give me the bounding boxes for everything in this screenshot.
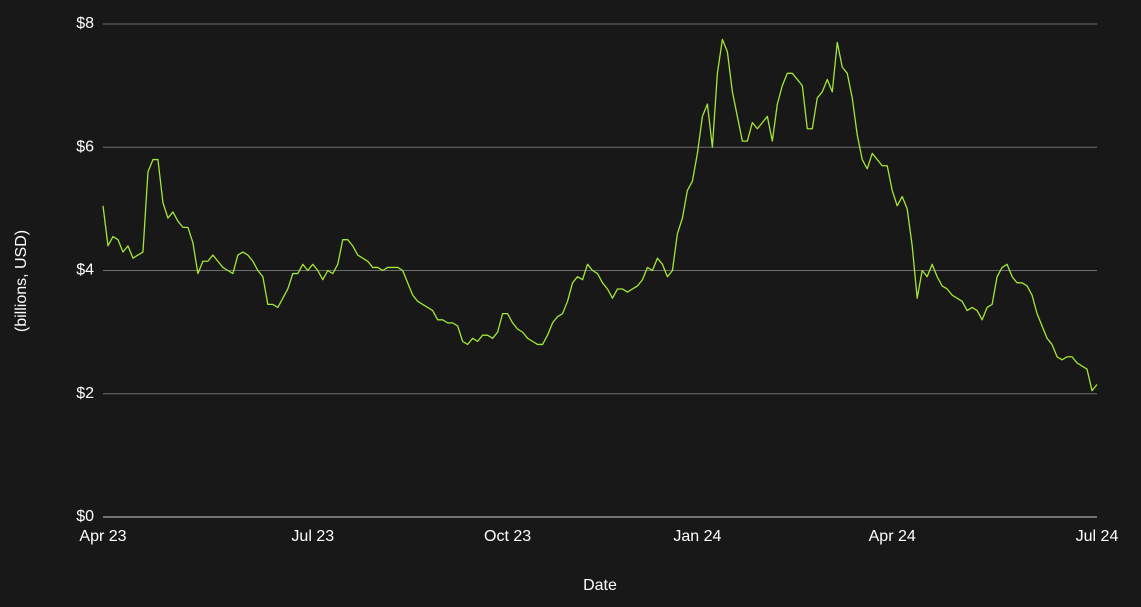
y-tick-label: $0: [76, 508, 94, 525]
x-axis-label: Date: [583, 577, 617, 594]
x-tick-label: Apr 23: [79, 528, 126, 545]
y-tick-label: $8: [76, 15, 94, 32]
y-tick-label: $2: [76, 385, 94, 402]
x-tick-label: Jul 23: [291, 528, 334, 545]
x-tick-label: Jul 24: [1076, 528, 1119, 545]
x-tick-label: Jan 24: [673, 528, 721, 545]
x-tick-label: Oct 23: [484, 528, 531, 545]
y-axis-label: (billions, USD): [13, 230, 30, 332]
y-tick-label: $4: [76, 262, 94, 279]
x-tick-label: Apr 24: [869, 528, 916, 545]
y-tick-label: $6: [76, 138, 94, 155]
data-line: [102, 38, 1098, 392]
